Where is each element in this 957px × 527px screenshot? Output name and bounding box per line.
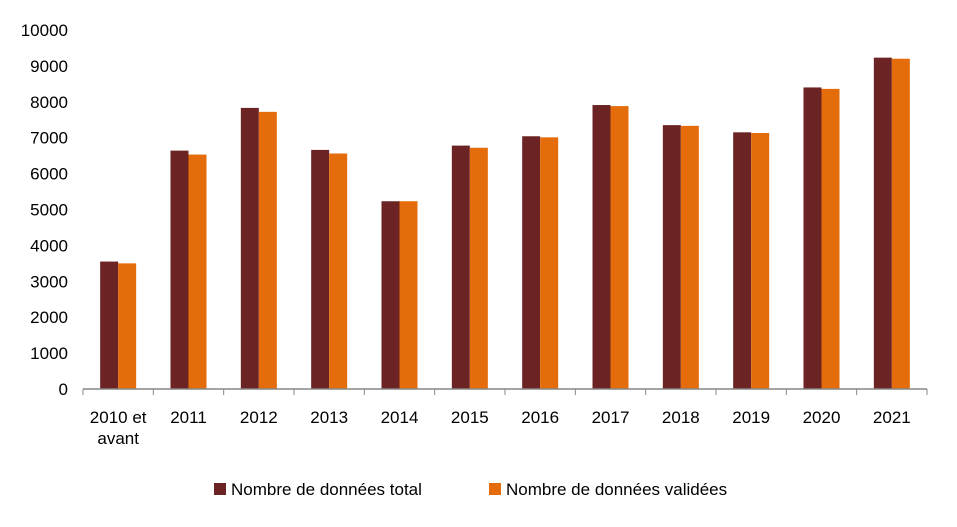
bar-series-2 — [258, 111, 277, 390]
x-tick-label: 2011 — [170, 408, 207, 427]
bar-series-1 — [522, 136, 541, 389]
y-tick-label: 3000 — [30, 272, 68, 291]
y-tick-label: 2000 — [30, 308, 68, 327]
bar-series-2 — [118, 263, 137, 389]
y-tick-label: 4000 — [30, 236, 68, 255]
bar-series-1 — [803, 87, 822, 389]
x-tick-label: 2019 — [732, 408, 770, 427]
bar-series-1 — [100, 261, 119, 389]
bar-series-2 — [469, 147, 488, 389]
bar-series-2 — [399, 201, 418, 389]
y-tick-label: 8000 — [30, 93, 68, 112]
bar-series-2 — [610, 106, 629, 389]
bar-series-1 — [873, 57, 892, 389]
x-tick-label: 2017 — [592, 408, 630, 427]
legend-label-series-1: Nombre de données total — [231, 480, 422, 499]
bar-series-2 — [540, 137, 559, 389]
x-tick-label: 2021 — [873, 408, 911, 427]
y-tick-label: 5000 — [30, 201, 68, 220]
bar-series-2 — [891, 58, 910, 389]
bar-series-1 — [381, 201, 400, 389]
y-tick-label: 10000 — [21, 21, 68, 40]
x-tick-label: 2013 — [310, 408, 348, 427]
y-tick-label: 7000 — [30, 129, 68, 148]
y-tick-label: 9000 — [30, 57, 68, 76]
legend-label-series-2: Nombre de données validées — [506, 480, 727, 499]
legend-swatch-series-2 — [489, 483, 501, 495]
legend: Nombre de données total Nombre de données… — [214, 480, 727, 499]
x-tick-label: 2020 — [803, 408, 841, 427]
bar-series-2 — [680, 125, 699, 389]
bar-series-1 — [662, 125, 681, 389]
bar-series-1 — [170, 150, 189, 389]
y-tick-label: 6000 — [30, 165, 68, 184]
bar-series-2 — [188, 154, 207, 389]
bar-series-2 — [329, 153, 348, 389]
bar-series-2 — [821, 88, 840, 389]
x-tick-label: avant — [97, 429, 139, 448]
x-tick-label: 2018 — [662, 408, 700, 427]
bar-series-1 — [592, 105, 611, 389]
bar-series-1 — [311, 149, 330, 389]
y-tick-label: 0 — [59, 380, 68, 399]
y-axis: 0 1000 2000 3000 4000 5000 6000 7000 8000 9000 100… — [21, 21, 68, 399]
x-tick-label: 2014 — [381, 408, 419, 427]
bar-series-1 — [733, 132, 752, 389]
x-tick-label: 2016 — [521, 408, 559, 427]
x-tick-label: 2010 et — [90, 408, 147, 427]
legend-swatch-series-1 — [214, 483, 226, 495]
y-tick-label: 1000 — [30, 344, 68, 363]
bar-series-1 — [240, 107, 259, 389]
bar-series-1 — [451, 145, 470, 389]
x-axis: 2010 et avant 2011 2012 2013 2014 2015 2016 2017… — [82, 388, 928, 448]
x-tick-label: 2012 — [240, 408, 278, 427]
bars — [100, 57, 910, 390]
x-tick-label: 2015 — [451, 408, 489, 427]
bar-series-2 — [751, 133, 770, 389]
